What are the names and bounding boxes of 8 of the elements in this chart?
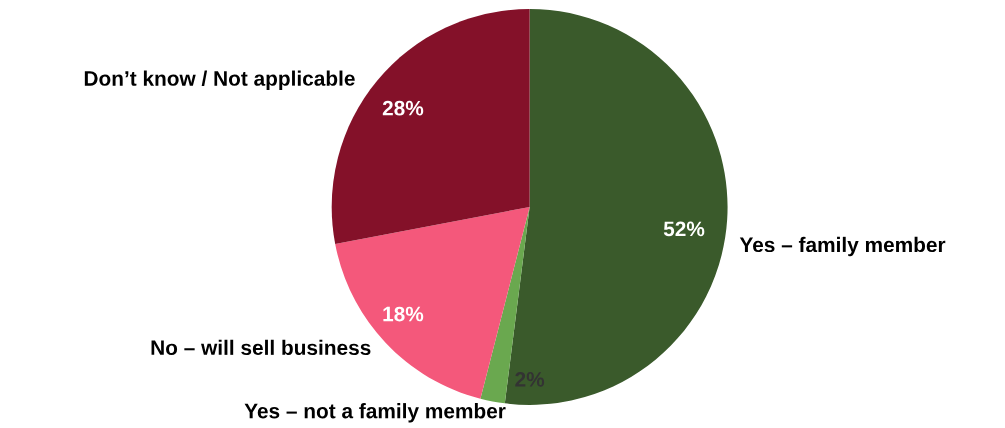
pie-slice [504, 8, 728, 405]
data-label: 18% [383, 306, 424, 322]
data-label: 52% [663, 221, 705, 237]
slice-label: Yes – not a family member [244, 403, 506, 423]
slice-label: Yes – family member [739, 236, 946, 257]
slice-label: No – will sell business [151, 339, 371, 356]
slice-label: Don’t know / Not applicable [84, 70, 355, 90]
data-label: 28% [382, 100, 424, 116]
